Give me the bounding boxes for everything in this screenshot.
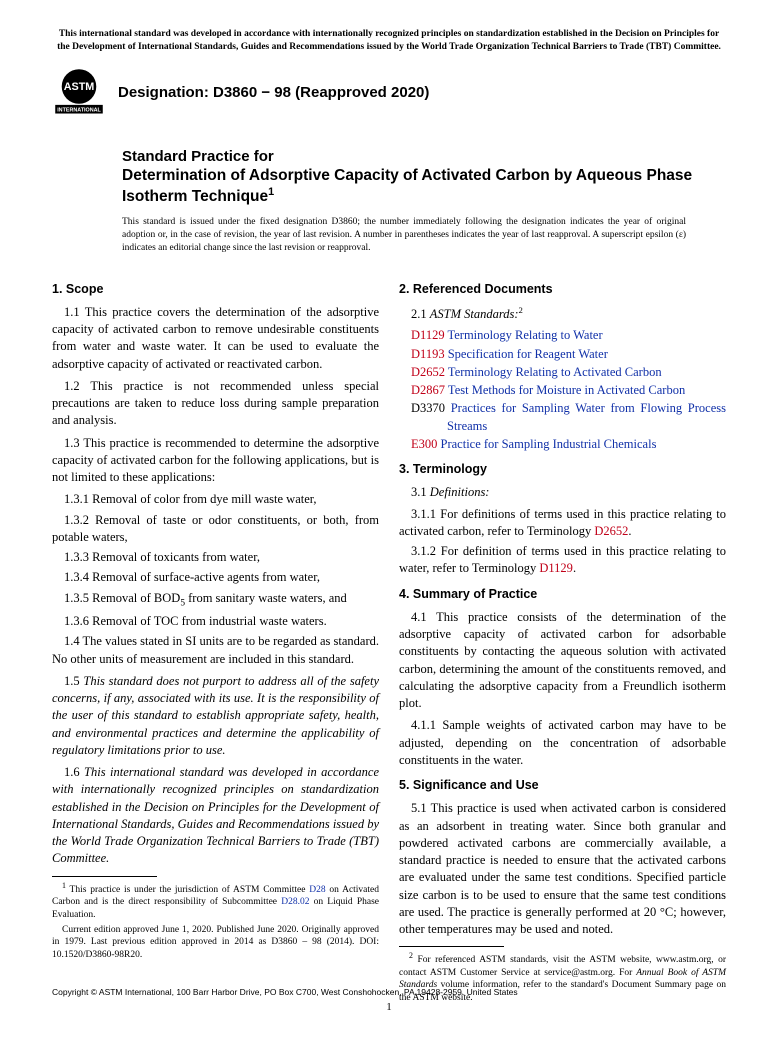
ref-title[interactable]: Practices for Sampling Water from Flowin… xyxy=(445,401,726,432)
header-row: ASTM INTERNATIONAL Designation: D3860 − … xyxy=(52,66,726,120)
section-3-head: 3. Terminology xyxy=(399,461,726,478)
ref-item: E300 Practice for Sampling Industrial Ch… xyxy=(399,436,726,453)
issuance-note: This standard is issued under the fixed … xyxy=(122,216,686,254)
right-column: 2. Referenced Documents 2.1 ASTM Standar… xyxy=(399,273,726,1007)
ref-title[interactable]: Specification for Reagent Water xyxy=(445,347,608,361)
astm-logo: ASTM INTERNATIONAL xyxy=(52,66,106,120)
para-3-1: 3.1 Definitions: xyxy=(399,484,726,501)
ref-code[interactable]: D2867 xyxy=(411,383,445,397)
ref-item: D2652 Terminology Relating to Activated … xyxy=(399,364,726,381)
para-4-1: 4.1 This practice consists of the determ… xyxy=(399,609,726,713)
page-number: 1 xyxy=(0,1001,778,1013)
definitions-label: Definitions: xyxy=(430,485,490,499)
top-notice: This international standard was develope… xyxy=(52,28,726,60)
p135b: from sanitary waste waters, and xyxy=(185,591,347,605)
fn1a: This practice is under the jurisdiction … xyxy=(66,885,309,895)
para-1-6: 1.6 This international standard was deve… xyxy=(52,764,379,868)
para-2-1: 2.1 ASTM Standards:2 xyxy=(399,304,726,323)
para-3-1-1: 3.1.1 For definitions of terms used in t… xyxy=(399,506,726,541)
para-5-1: 5.1 This practice is used when activated… xyxy=(399,800,726,938)
ref-title[interactable]: Terminology Relating to Water xyxy=(445,328,603,342)
ref-item: D2867 Test Methods for Moisture in Activ… xyxy=(399,382,726,399)
footnote-1-cont: Current edition approved June 1, 2020. P… xyxy=(52,924,379,961)
title-kicker: Standard Practice for xyxy=(122,148,726,167)
footnote-rule-right xyxy=(399,946,504,947)
p21b: ASTM Standards: xyxy=(430,307,519,321)
p311a: 3.1.1 For definitions of terms used in t… xyxy=(399,507,726,538)
p21a: 2.1 xyxy=(411,307,430,321)
title-main-text: Determination of Adsorptive Capacity of … xyxy=(122,167,692,205)
section-5-head: 5. Significance and Use xyxy=(399,777,726,794)
columns: 1. Scope 1.1 This practice covers the de… xyxy=(52,273,726,1007)
p16-text: This international standard was develope… xyxy=(52,765,379,865)
p15-text: This standard does not purport to addres… xyxy=(52,674,379,757)
para-4-1-1: 4.1.1 Sample weights of activated carbon… xyxy=(399,717,726,769)
ref-title[interactable]: Test Methods for Moisture in Activated C… xyxy=(445,383,685,397)
section-4-head: 4. Summary of Practice xyxy=(399,586,726,603)
svg-text:INTERNATIONAL: INTERNATIONAL xyxy=(57,107,101,113)
section-2-head: 2. Referenced Documents xyxy=(399,281,726,298)
link-d1129[interactable]: D1129 xyxy=(539,561,573,575)
para-3-1-2: 3.1.2 For definition of terms used in th… xyxy=(399,543,726,578)
para-1-3-2: 1.3.2 Removal of taste or odor constitue… xyxy=(52,512,379,547)
title-main: Determination of Adsorptive Capacity of … xyxy=(122,166,726,206)
para-1-3-3: 1.3.3 Removal of toxicants from water, xyxy=(52,549,379,566)
ref-code[interactable]: E300 xyxy=(411,437,437,451)
para-1-3-1: 1.3.1 Removal of color from dye mill was… xyxy=(52,491,379,508)
ref-item: D3370 Practices for Sampling Water from … xyxy=(399,400,726,435)
para-1-4: 1.4 The values stated in SI units are to… xyxy=(52,633,379,668)
ref-code[interactable]: D3370 xyxy=(411,401,445,415)
para-1-3: 1.3 This practice is recommended to dete… xyxy=(52,435,379,487)
para-1-5: 1.5 This standard does not purport to ad… xyxy=(52,673,379,759)
footnote-1: 1 This practice is under the jurisdictio… xyxy=(52,881,379,921)
fn2-ref: 2 xyxy=(519,305,523,315)
p135a: 1.3.5 Removal of BOD xyxy=(64,591,180,605)
refs-container: D1129 Terminology Relating to WaterD1193… xyxy=(399,327,726,453)
ref-item: D1193 Specification for Reagent Water xyxy=(399,346,726,363)
ref-item: D1129 Terminology Relating to Water xyxy=(399,327,726,344)
svg-text:ASTM: ASTM xyxy=(64,80,95,92)
para-1-2: 1.2 This practice is not recommended unl… xyxy=(52,378,379,430)
link-d2652[interactable]: D2652 xyxy=(594,524,628,538)
para-1-3-6: 1.3.6 Removal of TOC from industrial was… xyxy=(52,613,379,630)
section-1-head: 1. Scope xyxy=(52,281,379,298)
title-block: Standard Practice for Determination of A… xyxy=(122,148,726,207)
page: This international standard was develope… xyxy=(0,0,778,1027)
footnote-rule-left xyxy=(52,876,157,877)
fn1-link-d28[interactable]: D28 xyxy=(309,885,325,895)
ref-title[interactable]: Terminology Relating to Activated Carbon xyxy=(445,365,662,379)
para-1-3-5: 1.3.5 Removal of BOD5 from sanitary wast… xyxy=(52,590,379,610)
title-footnote-ref: 1 xyxy=(268,186,274,198)
para-1-1: 1.1 This practice covers the determinati… xyxy=(52,304,379,373)
ref-title[interactable]: Practice for Sampling Industrial Chemica… xyxy=(437,437,656,451)
footnotes-left: 1 This practice is under the jurisdictio… xyxy=(52,881,379,961)
copyright: Copyright © ASTM International, 100 Barr… xyxy=(52,987,518,997)
designation: Designation: D3860 − 98 (Reapproved 2020… xyxy=(118,84,429,101)
fn1-link-d2802[interactable]: D28.02 xyxy=(281,897,309,907)
para-1-3-4: 1.3.4 Removal of surface-active agents f… xyxy=(52,569,379,586)
ref-code[interactable]: D1193 xyxy=(411,347,445,361)
ref-code[interactable]: D2652 xyxy=(411,365,445,379)
ref-code[interactable]: D1129 xyxy=(411,328,445,342)
left-column: 1. Scope 1.1 This practice covers the de… xyxy=(52,273,379,1007)
